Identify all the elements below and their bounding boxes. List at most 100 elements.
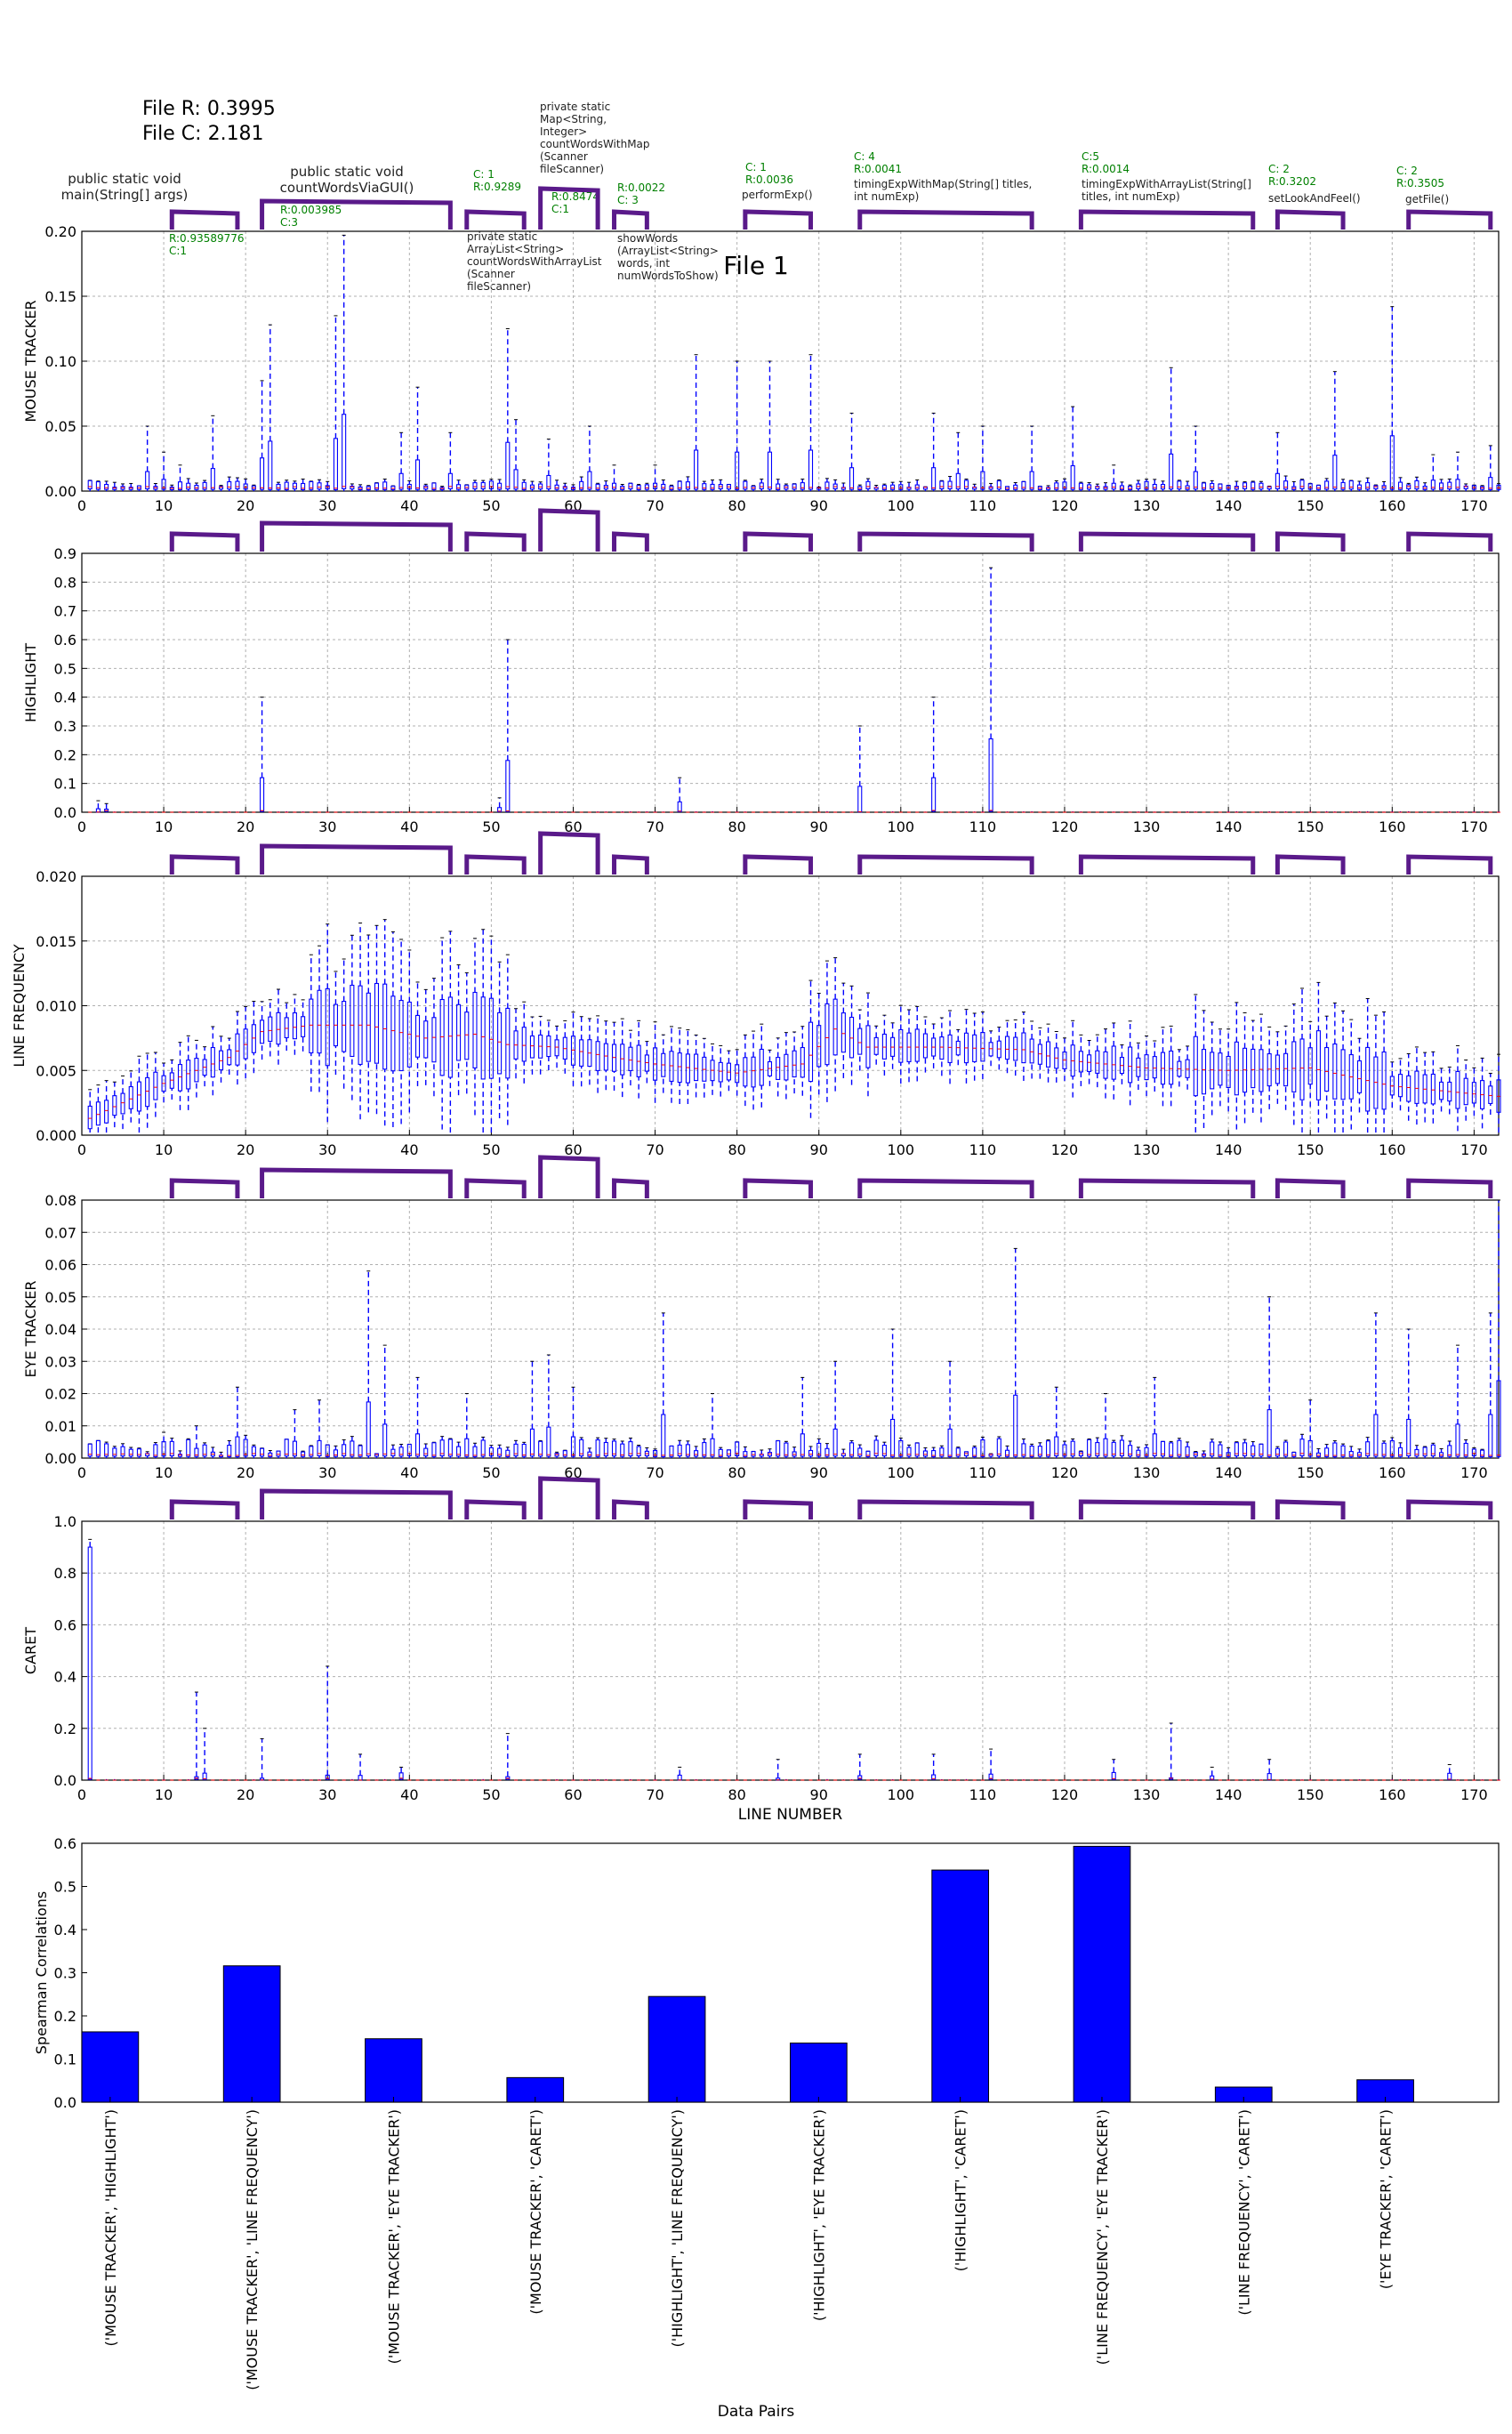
box xyxy=(857,1775,863,1780)
box xyxy=(1455,1423,1460,1457)
box xyxy=(1324,480,1330,490)
box xyxy=(890,484,896,490)
x-tick-label: 120 xyxy=(1051,497,1079,514)
box xyxy=(1283,480,1289,490)
x-tick-label: ('MOUSE TRACKER', 'LINE FREQUENCY') xyxy=(244,2109,261,2390)
box xyxy=(390,485,396,491)
box xyxy=(914,1442,920,1457)
x-tick-label: 120 xyxy=(1051,1141,1079,1158)
caret-plot: 0.0 0.2 0.4 0.6 0.8 1.0 0 10 20 30 40 50 60 70 80 90 100… xyxy=(22,1476,1500,1824)
box xyxy=(464,1438,470,1457)
box xyxy=(1267,1773,1272,1781)
box xyxy=(1004,1449,1010,1457)
box xyxy=(169,1440,174,1457)
box xyxy=(1242,1442,1248,1457)
x-axis-label: Data Pairs xyxy=(718,2403,795,2421)
box xyxy=(1119,485,1124,491)
method-bracket xyxy=(1078,531,1256,552)
box xyxy=(1324,1447,1330,1457)
box xyxy=(309,480,314,490)
x-tick-label: 40 xyxy=(400,1464,418,1481)
box xyxy=(808,1449,814,1457)
x-tick-label: 20 xyxy=(237,1464,254,1481)
box xyxy=(570,1436,576,1457)
method-name: ArrayList<String> xyxy=(467,243,564,255)
x-tick-label: 30 xyxy=(318,818,336,835)
box xyxy=(301,1016,306,1037)
box xyxy=(898,1439,904,1457)
box xyxy=(1046,1440,1051,1457)
box xyxy=(996,480,1001,490)
box xyxy=(333,1449,339,1457)
box xyxy=(398,472,404,490)
box xyxy=(1397,1447,1403,1457)
box xyxy=(358,1775,363,1781)
box xyxy=(292,482,297,490)
box xyxy=(939,480,945,490)
box xyxy=(980,1439,985,1458)
y-tick-label: 0.010 xyxy=(36,998,76,1015)
box xyxy=(431,482,437,491)
y-tick-label: 0.1 xyxy=(54,2051,76,2068)
box xyxy=(726,1062,731,1081)
method-bracket xyxy=(464,854,527,874)
box xyxy=(939,1036,945,1060)
box xyxy=(161,1441,166,1457)
x-tick-label: 160 xyxy=(1379,1786,1406,1803)
box xyxy=(988,737,993,812)
y-tick-label: 0.02 xyxy=(44,1386,76,1403)
x-tick-label: 70 xyxy=(646,1141,664,1158)
x-tick-label: 0 xyxy=(77,1141,86,1158)
box xyxy=(579,1439,584,1457)
box xyxy=(366,992,371,1062)
box xyxy=(529,1428,535,1457)
box xyxy=(382,983,388,1070)
x-tick-label: 60 xyxy=(564,1786,582,1803)
box xyxy=(620,1443,625,1457)
method-bracket xyxy=(538,508,600,552)
box xyxy=(661,483,666,490)
x-tick-label: 140 xyxy=(1215,818,1243,835)
box xyxy=(1275,1447,1280,1457)
method-bracket xyxy=(612,1499,649,1519)
box xyxy=(562,486,567,490)
method-name: performExp() xyxy=(742,189,813,201)
method-stats: R:0.3202 xyxy=(1268,175,1316,188)
y-tick-label: 0.05 xyxy=(44,418,76,435)
box xyxy=(931,1774,937,1780)
method-bracket xyxy=(743,209,814,230)
method-bracket xyxy=(1406,209,1493,230)
box xyxy=(1406,1418,1411,1457)
method-bracket xyxy=(169,854,240,874)
x-tick-label: ('LINE FREQUENCY', 'CARET') xyxy=(1235,2109,1252,2316)
box xyxy=(251,1024,256,1053)
box xyxy=(669,485,674,491)
box xyxy=(1365,482,1371,490)
y-axis-label: Spearman Correlations xyxy=(33,1891,50,2054)
box xyxy=(480,481,486,490)
box xyxy=(865,1450,871,1458)
x-tick-label: 0 xyxy=(77,1786,86,1803)
x-tick-label: 150 xyxy=(1297,497,1324,514)
box xyxy=(546,1035,551,1058)
x-axis-label: LINE NUMBER xyxy=(738,1806,843,1824)
box xyxy=(382,1423,388,1457)
box xyxy=(939,1447,945,1457)
box xyxy=(1299,480,1305,489)
box xyxy=(685,1053,690,1084)
box xyxy=(210,1046,215,1078)
box xyxy=(1324,1046,1330,1092)
box xyxy=(366,1401,371,1457)
box xyxy=(595,1439,600,1457)
bar xyxy=(790,2043,848,2103)
method-stats: C:3 xyxy=(280,216,298,229)
box xyxy=(480,1439,486,1457)
method-name: countWordsWithMap xyxy=(540,138,650,150)
box xyxy=(128,487,133,490)
box xyxy=(636,485,641,490)
method-stats: C: 2 xyxy=(1396,165,1418,177)
method-name: public static void xyxy=(68,171,181,187)
box xyxy=(873,1439,879,1456)
method-name: Integer> xyxy=(540,125,587,138)
